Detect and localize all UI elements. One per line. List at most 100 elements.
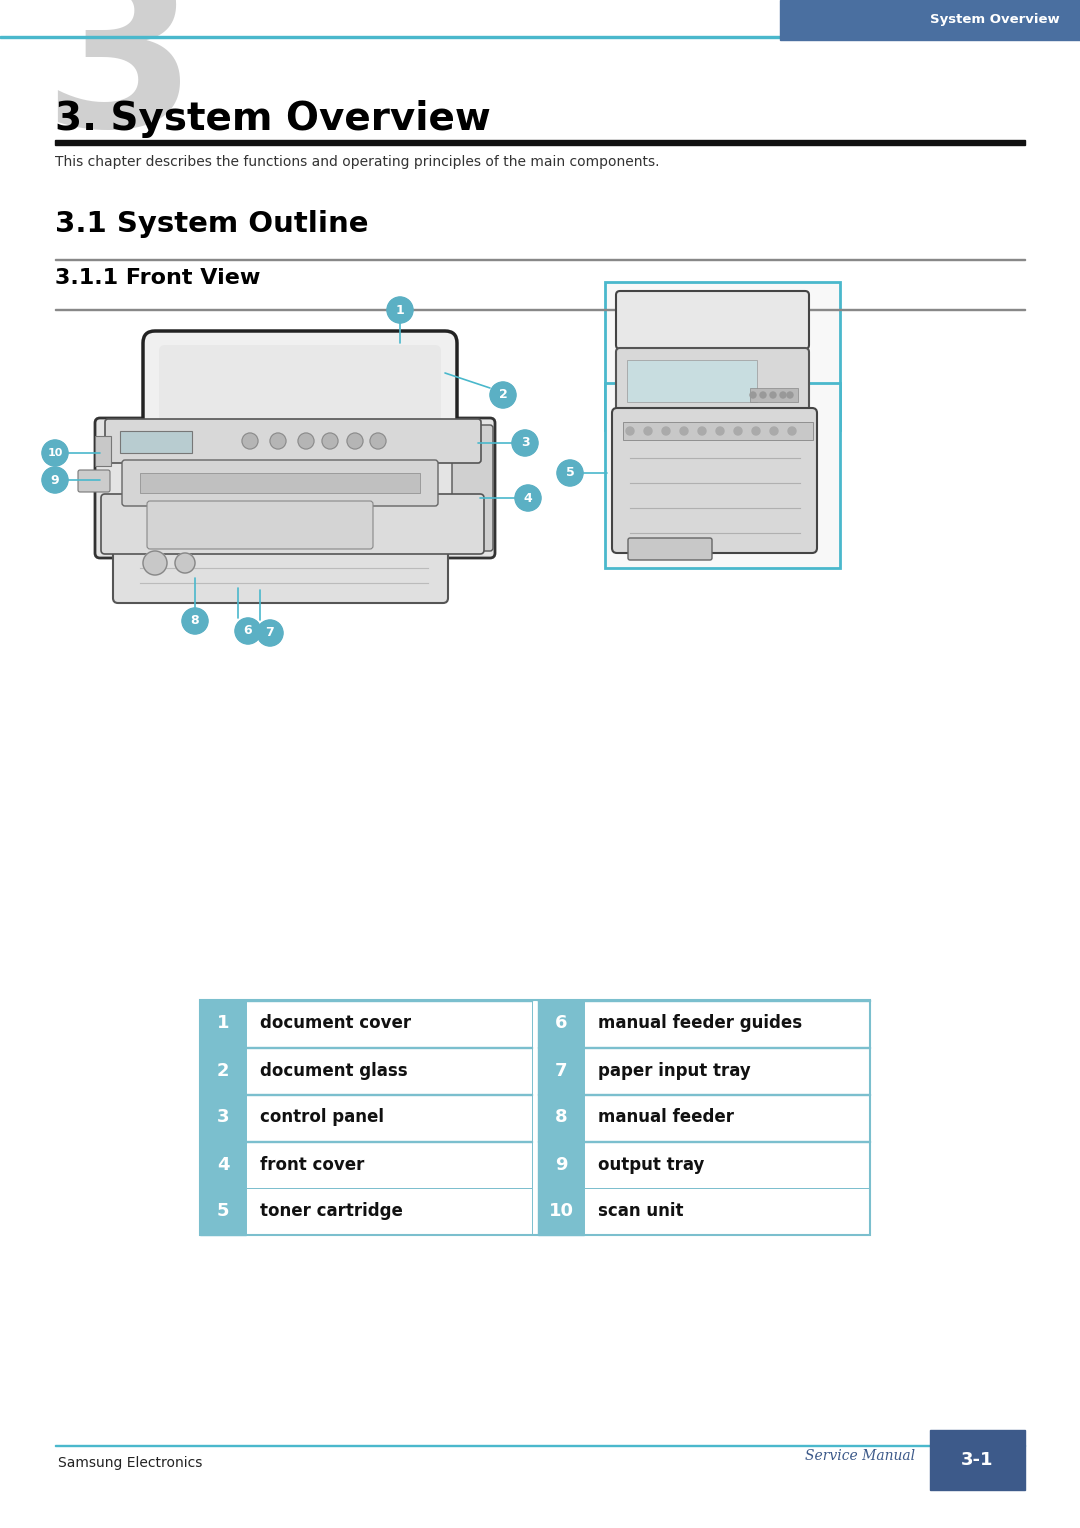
- Circle shape: [716, 426, 724, 435]
- Circle shape: [183, 608, 208, 634]
- Text: 1: 1: [395, 304, 404, 316]
- Text: Samsung Electronics: Samsung Electronics: [58, 1456, 202, 1470]
- Circle shape: [257, 620, 283, 646]
- Circle shape: [42, 440, 68, 466]
- Circle shape: [298, 432, 314, 449]
- Text: 6: 6: [555, 1015, 567, 1033]
- Circle shape: [770, 393, 777, 397]
- Text: 3. System Overview: 3. System Overview: [55, 99, 490, 138]
- Circle shape: [662, 426, 670, 435]
- Text: 5: 5: [566, 466, 575, 480]
- Bar: [200, 999, 870, 1235]
- FancyBboxPatch shape: [143, 332, 457, 451]
- Circle shape: [347, 432, 363, 449]
- Text: 4: 4: [524, 492, 532, 504]
- FancyBboxPatch shape: [147, 501, 373, 549]
- Bar: [538, 999, 584, 1047]
- Text: Service Manual: Service Manual: [805, 1449, 915, 1462]
- Text: 3: 3: [217, 1108, 229, 1126]
- FancyBboxPatch shape: [616, 348, 809, 414]
- Bar: [200, 1094, 246, 1141]
- Text: 7: 7: [555, 1062, 567, 1079]
- FancyBboxPatch shape: [102, 494, 484, 555]
- FancyBboxPatch shape: [113, 538, 448, 604]
- Circle shape: [515, 484, 541, 510]
- Text: control panel: control panel: [260, 1108, 384, 1126]
- Bar: [538, 1094, 584, 1141]
- Text: paper input tray: paper input tray: [598, 1062, 751, 1079]
- Bar: [120, 431, 192, 452]
- Circle shape: [780, 393, 786, 397]
- Circle shape: [644, 426, 652, 435]
- Bar: [95, 435, 111, 466]
- Circle shape: [512, 429, 538, 455]
- Text: 9: 9: [555, 1155, 567, 1174]
- Text: 10: 10: [48, 448, 63, 458]
- FancyBboxPatch shape: [78, 471, 110, 492]
- Bar: [200, 1047, 246, 1094]
- Bar: [584, 1047, 870, 1094]
- Text: 2: 2: [499, 388, 508, 402]
- Bar: [584, 1187, 870, 1235]
- Text: 8: 8: [555, 1108, 567, 1126]
- Text: document glass: document glass: [260, 1062, 407, 1079]
- FancyBboxPatch shape: [612, 408, 816, 553]
- Circle shape: [143, 552, 167, 575]
- Bar: [200, 1141, 246, 1187]
- Text: 10: 10: [549, 1203, 573, 1221]
- Bar: [246, 1141, 532, 1187]
- Text: 3: 3: [42, 0, 197, 173]
- Text: 4: 4: [217, 1155, 229, 1174]
- FancyBboxPatch shape: [122, 460, 438, 506]
- Text: front cover: front cover: [260, 1155, 364, 1174]
- Bar: [55, 141, 1025, 145]
- Text: 8: 8: [191, 614, 200, 628]
- Circle shape: [557, 460, 583, 486]
- Bar: [623, 422, 813, 440]
- Bar: [605, 283, 840, 429]
- Circle shape: [752, 426, 760, 435]
- Text: 3: 3: [521, 437, 529, 449]
- Text: 6: 6: [244, 625, 253, 637]
- Bar: [246, 1187, 532, 1235]
- Bar: [780, 0, 1080, 40]
- Text: 3.1 System Outline: 3.1 System Outline: [55, 209, 368, 238]
- Text: scan unit: scan unit: [598, 1203, 684, 1221]
- Text: System Overview: System Overview: [930, 14, 1059, 26]
- Circle shape: [490, 382, 516, 408]
- Circle shape: [760, 393, 766, 397]
- Text: 3-1: 3-1: [961, 1452, 994, 1468]
- Text: output tray: output tray: [598, 1155, 704, 1174]
- Bar: [584, 999, 870, 1047]
- Circle shape: [787, 393, 793, 397]
- Bar: [246, 1094, 532, 1141]
- Text: manual feeder: manual feeder: [598, 1108, 734, 1126]
- Text: 3.1.1 Front View: 3.1.1 Front View: [55, 267, 260, 287]
- Bar: [538, 1187, 584, 1235]
- Circle shape: [680, 426, 688, 435]
- Text: manual feeder guides: manual feeder guides: [598, 1015, 802, 1033]
- FancyBboxPatch shape: [453, 425, 492, 552]
- Bar: [584, 1141, 870, 1187]
- Bar: [538, 1047, 584, 1094]
- Circle shape: [788, 426, 796, 435]
- Bar: [605, 384, 840, 568]
- FancyBboxPatch shape: [627, 538, 712, 559]
- Circle shape: [370, 432, 386, 449]
- FancyBboxPatch shape: [159, 345, 441, 439]
- Circle shape: [175, 553, 195, 573]
- Text: This chapter describes the functions and operating principles of the main compon: This chapter describes the functions and…: [55, 154, 660, 170]
- Circle shape: [770, 426, 778, 435]
- Circle shape: [242, 432, 258, 449]
- Bar: [750, 388, 798, 402]
- Circle shape: [322, 432, 338, 449]
- Bar: [140, 474, 420, 494]
- Bar: [538, 1141, 584, 1187]
- Bar: [200, 999, 246, 1047]
- Bar: [246, 1047, 532, 1094]
- Text: 2: 2: [217, 1062, 229, 1079]
- Text: 7: 7: [266, 626, 274, 640]
- Text: 1: 1: [217, 1015, 229, 1033]
- Bar: [246, 999, 532, 1047]
- FancyBboxPatch shape: [616, 290, 809, 348]
